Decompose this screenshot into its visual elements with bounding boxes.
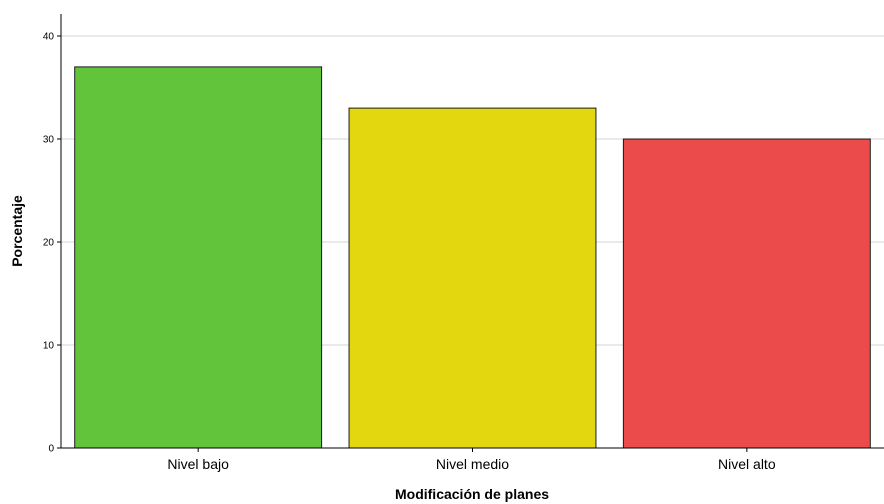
x-tick-label: Nivel bajo — [167, 456, 229, 472]
bars — [74, 66, 871, 449]
y-axis-title: Porcentaje — [9, 195, 25, 267]
y-tick-label: 10 — [43, 341, 55, 352]
y-ticks: 0 10 20 30 40 — [43, 32, 61, 455]
y-tick-label: 40 — [43, 32, 55, 43]
x-tick-label: Nivel alto — [718, 456, 776, 472]
x-axis-title: Modificación de planes — [395, 486, 549, 502]
x-ticks: Nivel bajo Nivel medio Nivel alto — [167, 448, 776, 472]
y-tick-label: 0 — [48, 444, 54, 455]
bar-nivel-medio — [348, 107, 597, 449]
y-tick-label: 20 — [43, 238, 55, 249]
y-tick-label: 30 — [43, 135, 55, 146]
bar-nivel-bajo — [74, 66, 323, 449]
x-tick-label: Nivel medio — [436, 456, 509, 472]
bar-nivel-alto — [622, 138, 871, 449]
